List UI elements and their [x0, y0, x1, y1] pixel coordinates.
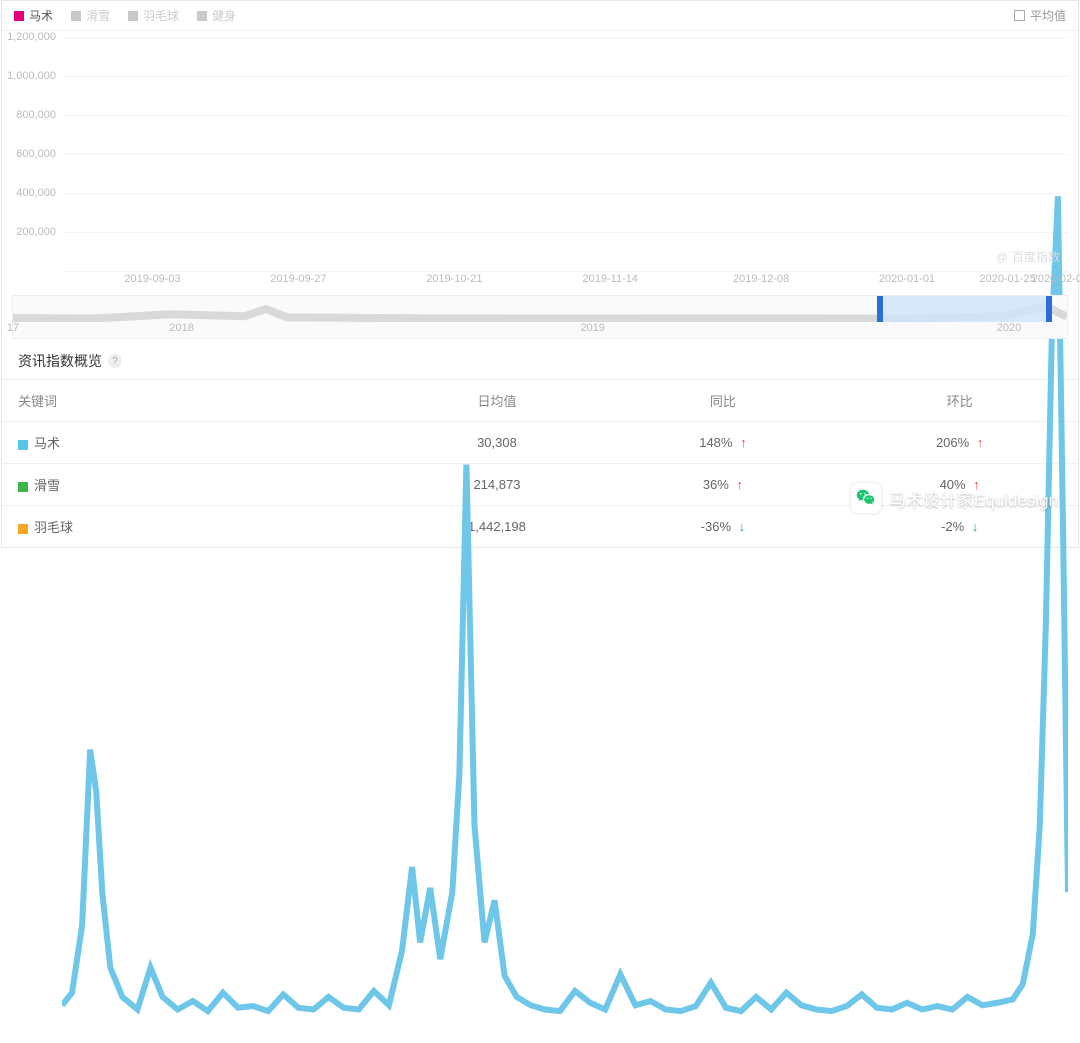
y-tick: 800,000: [16, 109, 56, 121]
scrubber-handle-right[interactable]: [1046, 296, 1052, 322]
y-tick: 200,000: [16, 226, 56, 238]
legend-swatch-icon: [71, 11, 81, 21]
y-tick: 1,000,000: [7, 70, 56, 82]
x-tick: 2019-10-21: [426, 273, 482, 285]
scrubber-handle-left[interactable]: [877, 296, 883, 322]
legend-item[interactable]: 滑雪: [71, 7, 110, 24]
legend-swatch-icon: [128, 11, 138, 21]
row-swatch-icon: [18, 482, 28, 492]
avg-label: 平均值: [1030, 7, 1066, 24]
x-tick: 2020-01-01: [879, 273, 935, 285]
legend-item[interactable]: 马术: [14, 7, 53, 24]
x-tick: 2020-02-05: [1032, 273, 1080, 285]
watermark: @ 百度指数: [996, 248, 1060, 265]
row-swatch-icon: [18, 524, 28, 534]
scrubber-year-axis: 17201820192020: [13, 322, 1067, 336]
legend-left: 马术 滑雪 羽毛球 健身: [14, 7, 236, 24]
x-tick: 2019-12-08: [733, 273, 789, 285]
scrubber-year-label: 2018: [169, 322, 193, 334]
legend-swatch-icon: [197, 11, 207, 21]
avg-toggle[interactable]: 平均值: [1014, 7, 1066, 24]
chart-area: 200,000 400,000 600,000 800,000 1,000,000 1,2…: [2, 31, 1078, 291]
scrubber-year-label: 2019: [580, 322, 604, 334]
legend-label: 健身: [212, 7, 236, 24]
watermark-text: 百度指数: [1012, 248, 1060, 265]
y-tick: 400,000: [16, 187, 56, 199]
legend-item[interactable]: 羽毛球: [128, 7, 179, 24]
scrubber-year-label: 17: [7, 322, 19, 334]
main-panel: 马术 滑雪 羽毛球 健身 平均值 200,000 400,000 600,000 800,0…: [1, 0, 1079, 548]
avg-checkbox-icon: [1014, 10, 1025, 21]
legend-label: 羽毛球: [143, 7, 179, 24]
scrubber-selection: [877, 296, 1046, 322]
x-tick: 2020-01-25: [979, 273, 1035, 285]
y-tick: 1,200,000: [7, 31, 56, 43]
x-axis: 2019-09-03 2019-09-27 2019-10-21 2019-11-14…: [62, 273, 1068, 289]
x-tick: 2019-09-03: [124, 273, 180, 285]
legend-bar: 马术 滑雪 羽毛球 健身 平均值: [2, 1, 1078, 31]
row-swatch-icon: [18, 440, 28, 450]
legend-label: 滑雪: [86, 7, 110, 24]
watermark-icon: @: [996, 250, 1008, 264]
x-tick: 2019-11-14: [583, 273, 638, 285]
legend-swatch-icon: [14, 11, 24, 21]
time-scrubber[interactable]: 17201820192020: [12, 295, 1068, 339]
legend-item[interactable]: 健身: [197, 7, 236, 24]
y-tick: 600,000: [16, 148, 56, 160]
scrubber-year-label: 2020: [997, 322, 1021, 334]
line-plot: [62, 37, 1068, 1043]
legend-label: 马术: [29, 7, 53, 24]
x-tick: 2019-09-27: [270, 273, 326, 285]
y-axis: 200,000400,000600,000800,0001,000,0001,2…: [2, 37, 60, 271]
